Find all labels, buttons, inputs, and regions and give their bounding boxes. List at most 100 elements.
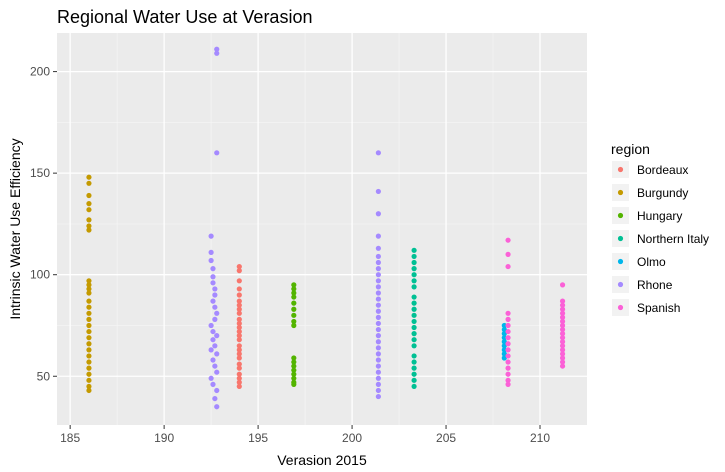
data-point xyxy=(291,312,297,318)
data-point xyxy=(505,347,511,353)
data-point xyxy=(411,294,417,300)
data-point xyxy=(375,266,381,272)
data-point xyxy=(505,251,511,257)
data-point xyxy=(86,371,92,377)
data-point xyxy=(208,347,214,353)
data-point xyxy=(236,383,242,390)
data-point xyxy=(208,322,214,329)
legend-swatch xyxy=(617,166,624,173)
data-point xyxy=(86,217,92,223)
data-point xyxy=(559,306,566,312)
legend-item-bordeaux: Bordeaux xyxy=(612,161,688,178)
data-point xyxy=(86,359,92,365)
data-point xyxy=(505,341,511,347)
data-point xyxy=(411,318,417,325)
data-point xyxy=(212,395,218,402)
data-point xyxy=(375,233,381,239)
data-point xyxy=(559,359,566,365)
legend-title: region xyxy=(611,141,650,157)
data-point xyxy=(291,363,297,369)
data-point xyxy=(236,302,242,308)
data-point xyxy=(86,310,92,316)
data-point xyxy=(411,383,417,390)
data-point xyxy=(214,46,220,52)
y-tick-label: 200 xyxy=(30,65,50,79)
x-tick-label: 200 xyxy=(342,431,362,445)
data-point xyxy=(291,286,297,292)
grid-lines xyxy=(57,33,587,425)
data-point xyxy=(236,286,242,292)
data-point xyxy=(505,359,511,365)
data-point xyxy=(86,316,92,322)
data-point xyxy=(375,393,381,400)
data-points xyxy=(86,46,566,410)
data-point xyxy=(86,387,92,394)
data-point xyxy=(411,377,417,383)
chart-title: Regional Water Use at Verasion xyxy=(57,7,312,27)
legend-item-olmo: Olmo xyxy=(612,253,666,270)
data-point xyxy=(210,381,216,387)
data-point xyxy=(236,365,242,371)
data-point xyxy=(559,347,566,353)
data-point xyxy=(86,304,92,310)
axes: 185 190 195 200 205 210 50 100 150 200 xyxy=(30,65,550,445)
data-point xyxy=(86,383,92,390)
data-point xyxy=(86,180,92,186)
data-point xyxy=(559,363,566,369)
data-point xyxy=(210,266,216,272)
series-hungary xyxy=(291,282,297,387)
data-point xyxy=(375,302,381,308)
data-point xyxy=(210,274,216,280)
data-point xyxy=(214,310,220,316)
data-point xyxy=(214,369,220,375)
data-point xyxy=(210,337,216,343)
data-point xyxy=(86,328,92,335)
data-point xyxy=(291,359,297,365)
x-tick-label: 210 xyxy=(530,431,550,445)
data-point xyxy=(236,278,242,284)
data-point xyxy=(86,335,92,341)
data-point xyxy=(212,286,218,292)
legend-item-spanish: Spanish xyxy=(612,299,680,316)
data-point xyxy=(212,316,218,322)
data-point xyxy=(236,320,242,327)
data-point xyxy=(375,308,381,314)
data-point xyxy=(291,294,297,300)
data-point xyxy=(411,365,417,371)
data-point xyxy=(411,359,417,365)
data-point xyxy=(236,361,242,367)
data-point xyxy=(291,290,297,296)
legend-item-northern-italy: Northern Italy xyxy=(612,230,709,247)
legend-swatch xyxy=(617,212,624,219)
data-point xyxy=(291,306,297,312)
data-point xyxy=(214,150,220,156)
data-point xyxy=(86,227,92,233)
data-point xyxy=(236,298,242,304)
data-point xyxy=(411,300,417,306)
y-tick-label: 50 xyxy=(37,369,51,383)
data-point xyxy=(411,331,417,337)
data-point xyxy=(208,249,214,255)
legend-swatch xyxy=(617,235,624,242)
data-point xyxy=(411,371,417,377)
y-tick-label: 150 xyxy=(30,166,50,180)
data-point xyxy=(210,298,216,304)
data-point xyxy=(236,268,242,274)
data-point xyxy=(214,333,220,339)
data-point xyxy=(411,312,417,318)
data-point xyxy=(501,335,507,341)
data-point xyxy=(86,192,92,199)
data-point xyxy=(411,353,417,359)
data-point xyxy=(375,351,381,357)
data-point xyxy=(86,290,92,296)
data-point xyxy=(86,353,92,359)
data-point xyxy=(236,324,242,331)
legend-item-rhone: Rhone xyxy=(612,276,673,293)
y-axis-title: Intrinsic Water Use Efficiency xyxy=(7,138,23,319)
data-point xyxy=(86,298,92,304)
data-point xyxy=(375,253,381,260)
x-tick-label: 195 xyxy=(248,431,268,445)
data-point xyxy=(208,375,214,381)
data-point xyxy=(86,286,92,292)
